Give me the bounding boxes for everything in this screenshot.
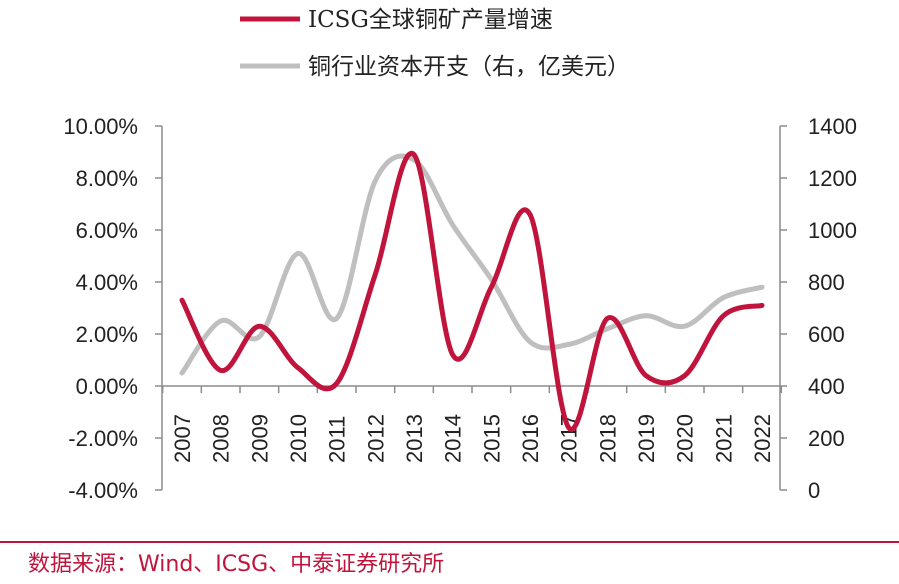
series-line-production-growth xyxy=(179,150,765,432)
axes: 10.00% 8.00% 6.00% 4.00% 2.00% 0.00% -2.00% -4.… xyxy=(63,114,857,503)
source-note: 数据来源：Wind、ICSG、中泰证券研究所 xyxy=(28,552,445,577)
x-axis-tick-label: 2013 xyxy=(402,414,427,463)
x-axis-tick-label: 2009 xyxy=(247,414,272,463)
x-axis-tick-label: 2015 xyxy=(479,414,504,463)
x-axis-tick-labels: 2007 2008 2009 2010 2011 2012 2013 2014 2015 2016… xyxy=(170,414,775,463)
series-lines xyxy=(179,150,765,432)
left-axis-tick-label: 6.00% xyxy=(76,218,138,243)
left-axis-tick-label: 2.00% xyxy=(76,322,138,347)
source-divider xyxy=(0,541,899,543)
x-axis-tick-label: 2016 xyxy=(518,414,543,463)
x-axis-tick-label: 2012 xyxy=(363,414,388,463)
left-axis-tick-label: 10.00% xyxy=(63,114,138,139)
x-axis-tick-label: 2008 xyxy=(209,414,234,463)
right-axis-tick-label: 400 xyxy=(808,374,845,399)
right-axis-tick-label: 800 xyxy=(808,270,845,295)
x-axis-tick-label: 2019 xyxy=(634,414,659,463)
right-axis-tick-label: 600 xyxy=(808,322,845,347)
x-axis-tick-label: 2022 xyxy=(750,414,775,463)
legend-label-production-growth: ICSG全球铜矿产量增速 xyxy=(308,7,553,33)
left-axis-tick-label: -2.00% xyxy=(68,426,138,451)
x-axis-tick-label: 2011 xyxy=(325,416,350,463)
x-axis-tick-label: 2014 xyxy=(441,414,466,463)
right-axis-tick-label: 0 xyxy=(808,478,820,503)
right-axis-tick-label: 1000 xyxy=(808,218,857,243)
line-chart: ICSG全球铜矿产量增速 铜行业资本开支（右，亿美元） 10.00% 8.00% 6… xyxy=(63,7,857,503)
right-axis-tick-label: 1200 xyxy=(808,166,857,191)
legend: ICSG全球铜矿产量增速 铜行业资本开支（右，亿美元） xyxy=(240,7,630,80)
x-axis-tick-label: 2021 xyxy=(711,414,736,463)
x-axis-tick-label: 2018 xyxy=(595,414,620,463)
x-axis-tick-label: 2020 xyxy=(673,414,698,463)
series-line-capex xyxy=(179,153,765,376)
right-axis-tick-label: 1400 xyxy=(808,114,857,139)
left-axis-tick-label: 0.00% xyxy=(76,374,138,399)
x-axis-tick-label: 2007 xyxy=(170,414,195,463)
left-axis-tick-label: 4.00% xyxy=(76,270,138,295)
left-axis-tick-label: -4.00% xyxy=(68,478,138,503)
left-axis-tick-label: 8.00% xyxy=(76,166,138,191)
x-axis-tick-label: 2010 xyxy=(286,414,311,463)
right-axis-tick-label: 200 xyxy=(808,426,845,451)
legend-label-capex: 铜行业资本开支（右，亿美元） xyxy=(308,54,630,80)
